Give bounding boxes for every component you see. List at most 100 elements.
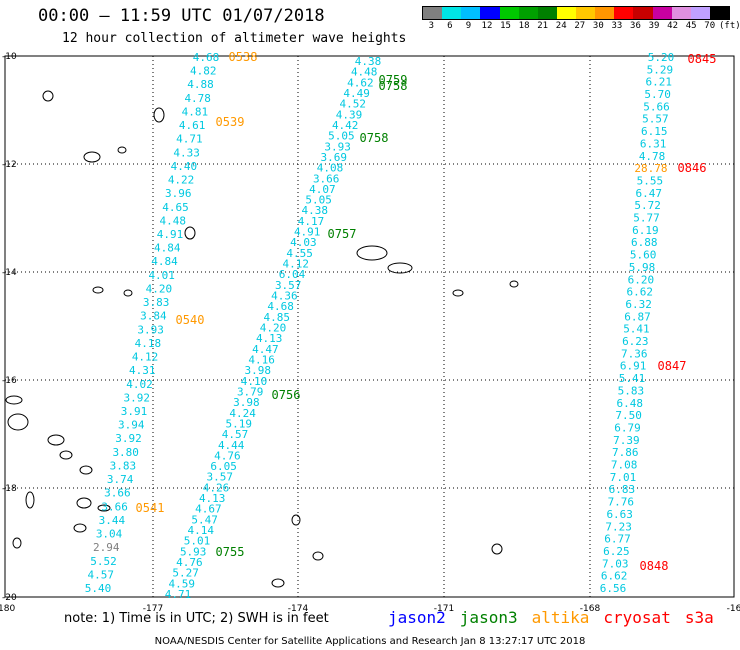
scale-label: 9 bbox=[465, 21, 472, 31]
cryosat-swh-value: 5.29 bbox=[647, 63, 674, 76]
x-tick-label: -180 bbox=[0, 604, 15, 614]
cryosat-swh-value: 7.36 bbox=[621, 347, 648, 360]
y-tick-label: -14 bbox=[2, 268, 17, 278]
scale-swatch bbox=[652, 7, 672, 19]
jason3-swh-value: 4.39 bbox=[336, 108, 363, 121]
island-outline bbox=[452, 289, 464, 297]
cryosat-swh-value: 5.66 bbox=[643, 100, 670, 113]
jason3-swh-value: 4.13 bbox=[256, 332, 283, 345]
jason3-swh-value: 4.08 bbox=[317, 162, 344, 175]
cryosat-swh-value: 6.25 bbox=[603, 545, 630, 558]
cryosat-swh-value: 6.19 bbox=[632, 224, 659, 237]
x-tick-label: -171 bbox=[434, 604, 454, 614]
jason3-swh-value: 4.26 bbox=[203, 481, 230, 494]
jason3-swh-value: 4.57 bbox=[222, 428, 249, 441]
page-title: 00:00 — 11:59 UTC 01/07/2018 bbox=[38, 6, 325, 26]
altika-time-label: 0539 bbox=[216, 115, 245, 129]
jason3-swh-value: 5.93 bbox=[180, 545, 207, 558]
jason3-swh-value: 4.85 bbox=[264, 311, 291, 324]
jason3-swh-value: 4.47 bbox=[252, 343, 279, 356]
footnote: note: 1) Time is in UTC; 2) SWH is in fe… bbox=[64, 611, 329, 626]
jason3-time-label: 0757 bbox=[328, 227, 357, 241]
island-outline bbox=[12, 537, 22, 549]
y-tick-label: -16 bbox=[2, 376, 17, 386]
scale-swatch bbox=[518, 7, 538, 19]
x-tick-label: -174 bbox=[288, 604, 309, 614]
cryosat-swh-value: 6.47 bbox=[635, 187, 662, 200]
altika-swh-value: 4.91 bbox=[157, 228, 184, 241]
jason3-swh-value: 6.04 bbox=[279, 268, 306, 281]
altika-swh-value: 4.88 bbox=[187, 78, 214, 91]
jason3-swh-value: 4.42 bbox=[332, 119, 359, 132]
altika-swh-value: 3.92 bbox=[115, 432, 142, 445]
scale-swatch bbox=[499, 7, 519, 19]
jason3-swh-value: 4.07 bbox=[309, 183, 336, 196]
scale-label: (ft) bbox=[719, 21, 740, 31]
cryosat-swh-value: 5.72 bbox=[634, 199, 661, 212]
jason3-swh-value: 4.71 bbox=[165, 588, 192, 601]
scale-label: 15 bbox=[500, 21, 511, 31]
jason3-swh-value: 4.24 bbox=[229, 407, 256, 420]
cryosat-swh-value: 7.08 bbox=[611, 459, 638, 472]
altika-swh-value: 4.61 bbox=[179, 119, 206, 132]
jason3-swh-value: 3.69 bbox=[321, 151, 348, 164]
scale-swatch bbox=[480, 7, 500, 19]
scale-label: 70 bbox=[704, 21, 716, 31]
cryosat-swh-value: 7.03 bbox=[602, 557, 629, 570]
altika-swh-value: 3.84 bbox=[140, 310, 167, 323]
jason3-swh-value: 4.62 bbox=[347, 76, 374, 89]
altika-swh-value: 3.74 bbox=[107, 473, 134, 486]
y-tick-label: -12 bbox=[2, 160, 17, 170]
scale-swatch bbox=[461, 7, 481, 19]
cryosat-swh-value: 5.41 bbox=[623, 323, 650, 336]
altika-swh-value: 4.82 bbox=[190, 65, 217, 78]
jason3-time-label: 0756 bbox=[272, 388, 301, 402]
legend-altika: altika bbox=[531, 608, 590, 627]
jason3-time-label: 0755 bbox=[216, 545, 245, 559]
island-outline bbox=[83, 151, 101, 163]
scale-label: 33 bbox=[611, 21, 623, 31]
cryosat-swh-value: 5.70 bbox=[644, 88, 671, 101]
altika-swh-value: 5.52 bbox=[90, 555, 117, 568]
altika-swh-value: 3.44 bbox=[99, 514, 126, 527]
cryosat-swh-value: 5.41 bbox=[619, 372, 646, 385]
jason3-swh-value: 4.49 bbox=[343, 87, 370, 100]
jason3-swh-value: 4.14 bbox=[188, 524, 215, 537]
island-outline bbox=[92, 286, 104, 294]
jason3-swh-value: 4.91 bbox=[294, 226, 321, 239]
cryosat-swh-value: 5.60 bbox=[630, 249, 657, 262]
altika-swh-value: 2.94 bbox=[93, 541, 120, 554]
credit-line: NOAA/NESDIS Center for Satellite Applica… bbox=[154, 636, 586, 647]
altika-swh-value: 4.22 bbox=[168, 174, 195, 187]
x-tick-label: -177 bbox=[143, 604, 163, 614]
cryosat-swh-value: 6.91 bbox=[620, 360, 647, 373]
altika-swh-value: 4.18 bbox=[135, 337, 162, 350]
scale-swatch bbox=[556, 7, 576, 19]
jason3-swh-value: 5.19 bbox=[226, 417, 253, 430]
altika-swh-value: 4.31 bbox=[129, 364, 156, 377]
cryosat-swh-value: 28.78 bbox=[634, 162, 667, 175]
altika-swh-value: 4.40 bbox=[171, 160, 198, 173]
cryosat-time-label: 0845 bbox=[688, 52, 717, 66]
cryosat-swh-value: 6.31 bbox=[640, 137, 667, 150]
satellite-legend: jason2 jason3 altika cryosat s3a bbox=[388, 608, 714, 627]
scale-label: 3 bbox=[428, 21, 434, 31]
island-outline bbox=[76, 497, 92, 509]
cryosat-swh-value: 6.23 bbox=[622, 335, 649, 348]
map-frame bbox=[4, 55, 735, 598]
altika-swh-value: 3.91 bbox=[121, 405, 148, 418]
legend-s3a: s3a bbox=[684, 608, 714, 627]
scale-label: 21 bbox=[537, 21, 549, 31]
jason3-swh-value: 5.05 bbox=[305, 194, 332, 207]
scale-swatch bbox=[576, 7, 596, 19]
jason3-swh-value: 4.48 bbox=[351, 66, 378, 79]
island-outline bbox=[117, 146, 127, 154]
jason3-swh-value: 4.03 bbox=[290, 236, 317, 249]
jason3-swh-value: 5.27 bbox=[172, 567, 199, 580]
island-outline bbox=[25, 491, 35, 509]
island-outline bbox=[97, 504, 111, 512]
y-tick-label: -10 bbox=[2, 52, 17, 62]
altika-swh-value: 3.04 bbox=[96, 528, 123, 541]
altika-swh-value: 4.12 bbox=[132, 351, 159, 364]
island-outline bbox=[123, 289, 133, 297]
